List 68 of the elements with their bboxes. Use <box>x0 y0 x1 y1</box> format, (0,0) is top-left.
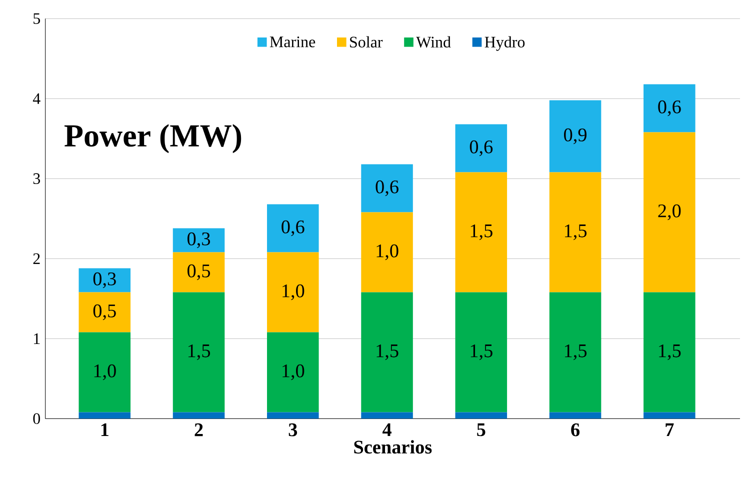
bar <box>267 204 319 252</box>
x-tick-label: 2 <box>194 423 203 436</box>
x-tick-label: 3 <box>288 423 298 436</box>
data-label: 1,5 <box>659 344 681 360</box>
data-label: 0,5 <box>188 264 210 280</box>
y-tick-label: 5 <box>34 13 40 24</box>
data-label: 1,5 <box>188 344 210 360</box>
bar <box>172 412 225 419</box>
x-tick-label: 5 <box>477 423 486 436</box>
y-tick-label: 0 <box>33 413 40 424</box>
legend-label: Marine <box>270 36 316 48</box>
bar <box>78 268 131 292</box>
bar <box>549 292 602 412</box>
data-label: 0,6 <box>376 180 398 196</box>
bar <box>644 292 696 412</box>
bar <box>78 292 131 332</box>
data-label: 1,0 <box>282 364 304 380</box>
data-label: 1,5 <box>470 224 492 240</box>
data-label: 0,6 <box>658 100 681 116</box>
data-label: 1,5 <box>564 224 587 240</box>
x-tick-label: 7 <box>666 423 674 436</box>
bar <box>361 292 413 412</box>
bar <box>455 124 508 172</box>
data-label: 1,5 <box>470 344 492 360</box>
bar <box>78 412 131 419</box>
bar <box>455 412 508 419</box>
legend-label: Wind <box>416 36 451 48</box>
bar <box>361 412 413 419</box>
bar <box>455 292 508 412</box>
y-tick-label: 2 <box>33 253 40 264</box>
data-label: 0,3 <box>188 232 210 248</box>
text: Power (MW) <box>64 124 242 154</box>
bar <box>644 412 696 419</box>
x-tick-label: 4 <box>382 423 392 436</box>
bar <box>361 212 413 292</box>
bar <box>267 412 319 419</box>
data-label: 0,5 <box>93 304 116 320</box>
bar <box>549 412 602 419</box>
bar <box>549 172 602 292</box>
data-label: 1,0 <box>282 284 304 300</box>
data-label: 0,6 <box>282 220 304 236</box>
data-label: 0,6 <box>470 140 493 156</box>
x-tick-label: 1 <box>101 423 108 436</box>
bar <box>361 164 413 212</box>
data-label: 1,0 <box>94 364 116 380</box>
data-label: 0,9 <box>564 128 586 144</box>
data-label: 1,5 <box>564 344 587 360</box>
x-axis-title: Scenarios <box>354 440 432 454</box>
bar <box>549 100 602 172</box>
bar <box>267 252 319 332</box>
data-label: 0,3 <box>93 272 116 288</box>
data-label: 2,0 <box>658 204 681 220</box>
bar <box>644 132 696 292</box>
x-tick-label: 6 <box>571 423 580 436</box>
data-label: 1,0 <box>376 244 398 260</box>
bar <box>267 332 319 412</box>
bar <box>644 84 696 132</box>
bar <box>172 252 225 292</box>
legend-label: Hydro <box>484 36 525 51</box>
y-tick-label: 4 <box>32 93 40 104</box>
bar <box>172 292 225 412</box>
bar <box>455 172 508 292</box>
y-tick-label: 1 <box>34 333 40 344</box>
bar <box>172 228 225 252</box>
bar <box>78 332 131 412</box>
legend-label: Solar <box>350 36 383 48</box>
y-tick-label: 3 <box>33 173 40 184</box>
data-label: 1,5 <box>376 344 398 360</box>
